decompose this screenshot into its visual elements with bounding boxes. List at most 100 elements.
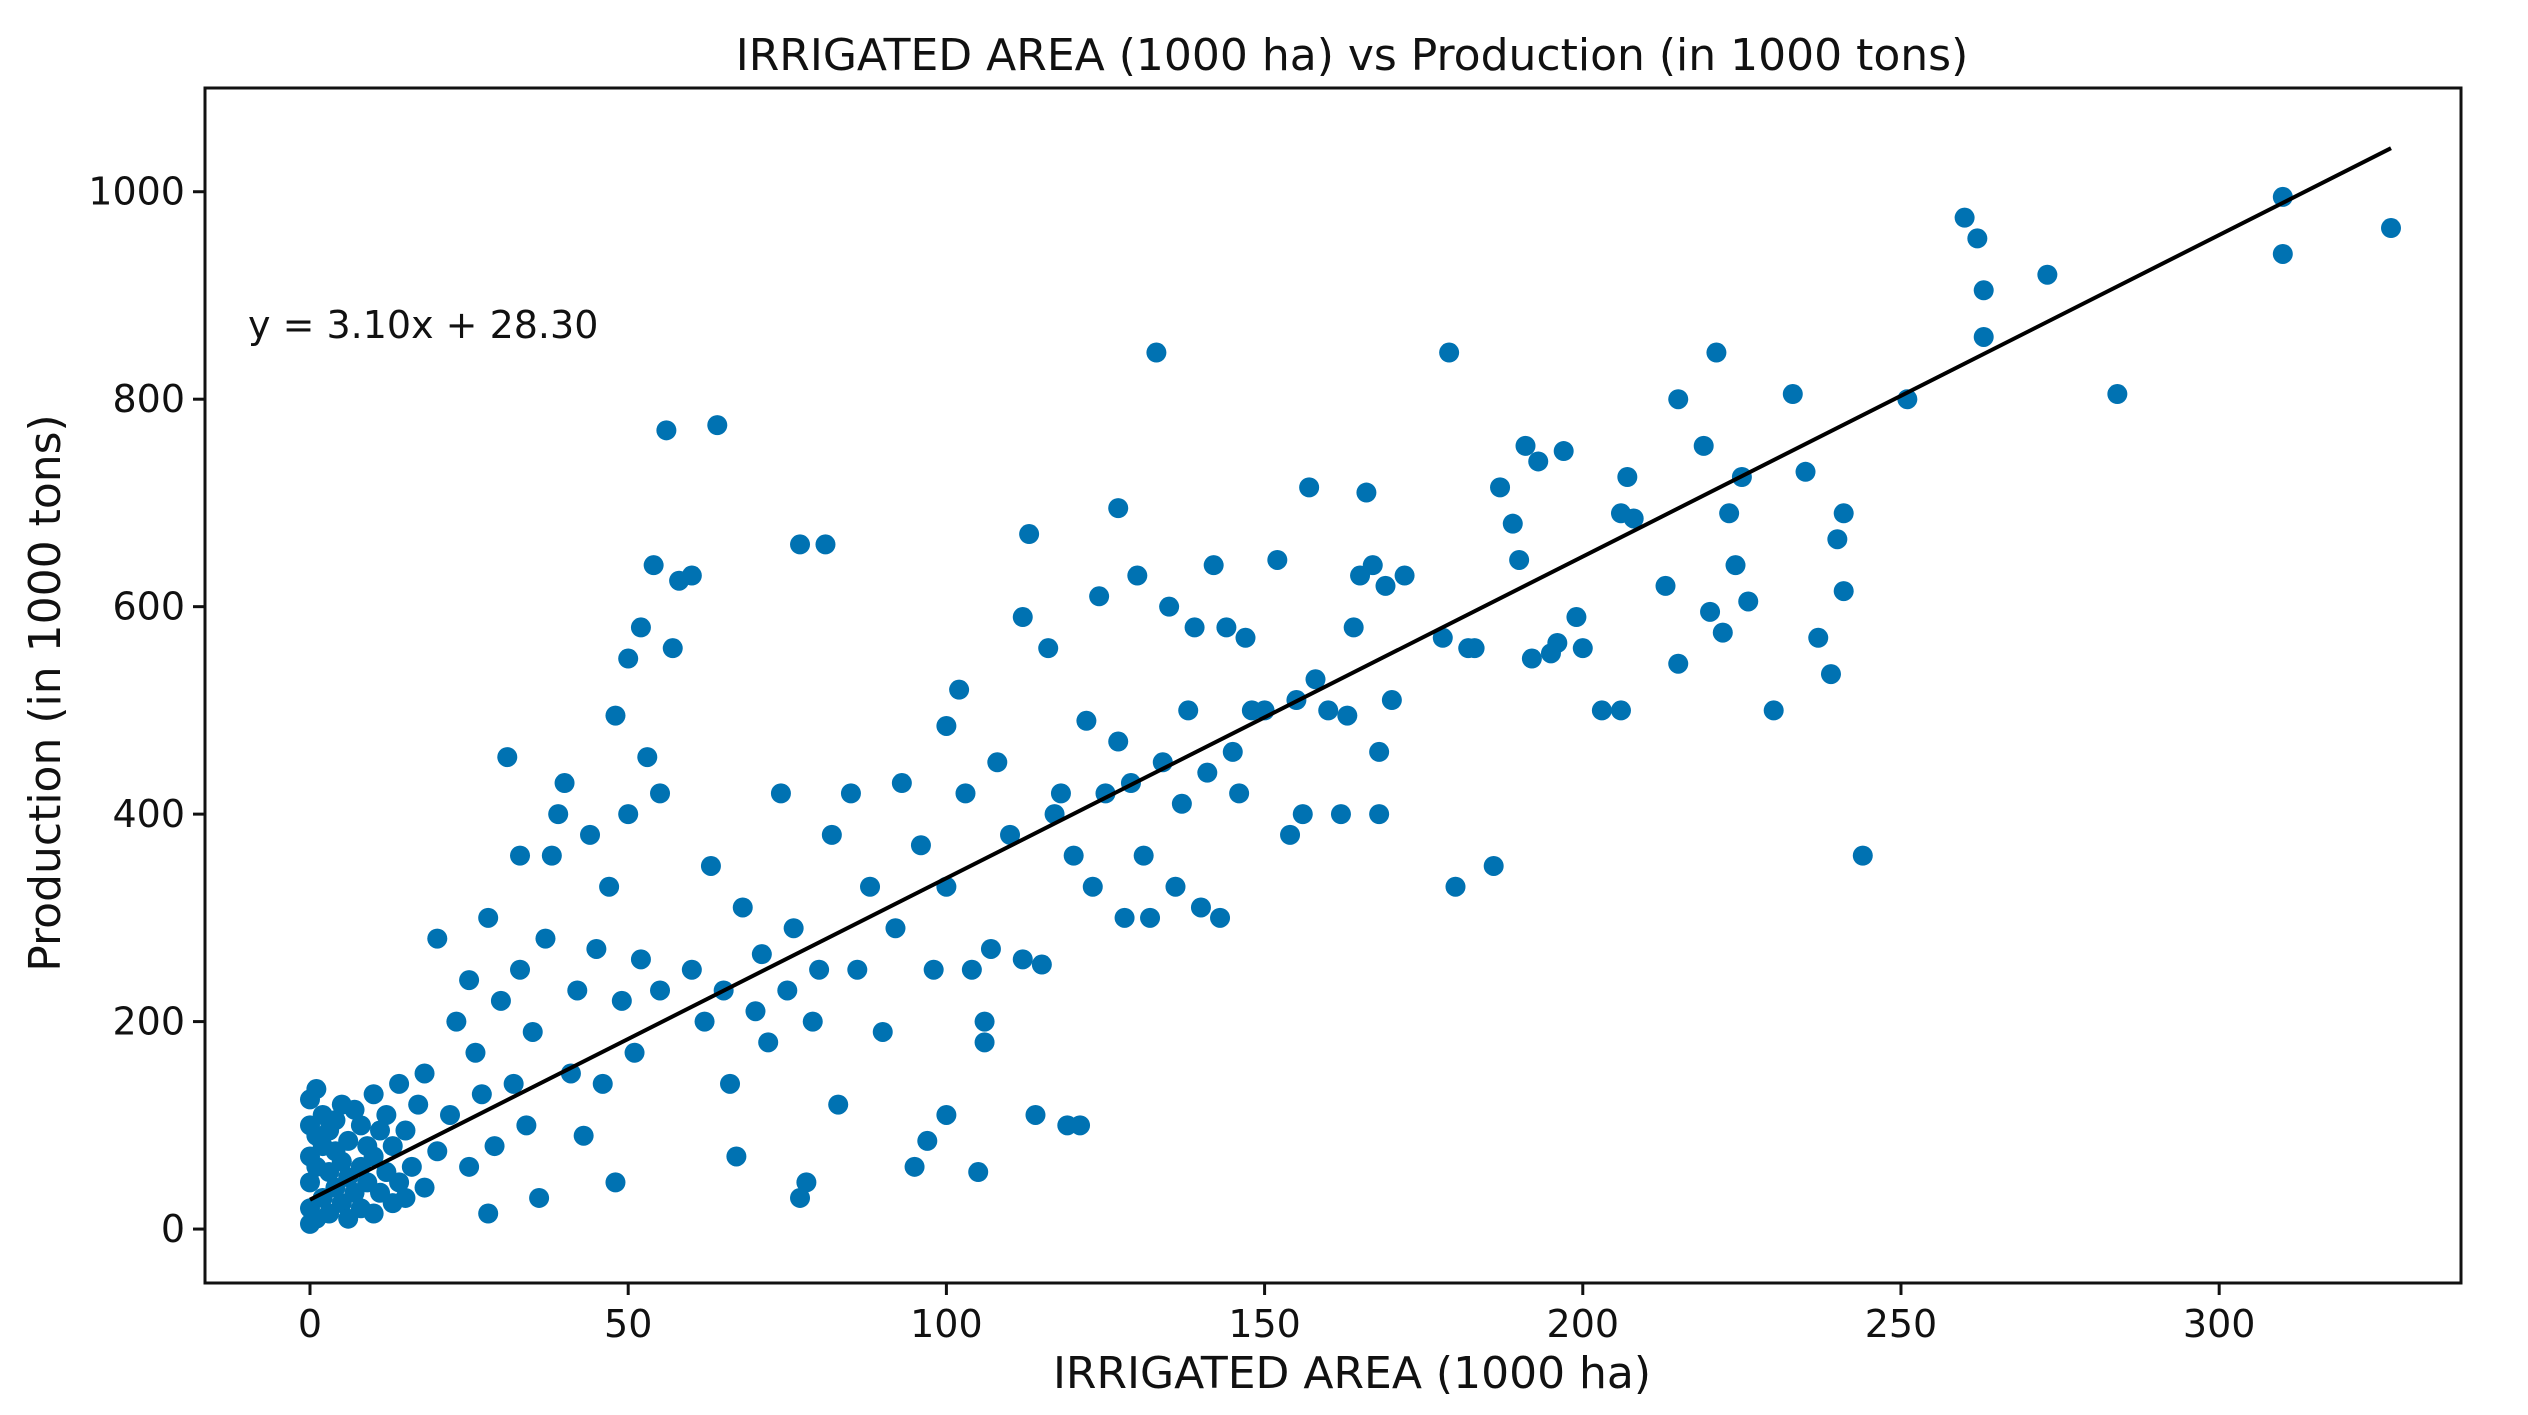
data-point (1127, 565, 1148, 586)
data-point (961, 959, 982, 980)
data-point (1808, 627, 1829, 648)
data-point (363, 1084, 384, 1105)
data-point (707, 415, 728, 436)
data-point (1483, 855, 1504, 876)
data-point (630, 617, 651, 638)
data-point (1738, 591, 1759, 612)
data-point (503, 1073, 524, 1094)
data-point (1178, 700, 1199, 721)
data-point (758, 1032, 779, 1053)
data-point (471, 1084, 492, 1105)
data-point (1222, 741, 1243, 762)
y-tick-label: 0 (161, 1207, 185, 1251)
data-point (522, 1021, 543, 1042)
data-point (1515, 435, 1536, 456)
data-point (1108, 731, 1129, 752)
data-point (1502, 513, 1523, 534)
data-point (974, 1032, 995, 1053)
data-point (828, 1094, 849, 1115)
data-point (554, 773, 575, 794)
data-point (1280, 824, 1301, 845)
data-point (1082, 876, 1103, 897)
data-point (770, 783, 791, 804)
data-point (1025, 1104, 1046, 1125)
data-point (1159, 596, 1180, 617)
data-point (1973, 280, 1994, 301)
data-point (1038, 638, 1059, 659)
data-point (382, 1136, 403, 1157)
data-point (573, 1125, 594, 1146)
data-point (904, 1156, 925, 1177)
data-point (1210, 907, 1231, 928)
data-point (1833, 581, 1854, 602)
data-point (325, 1110, 346, 1131)
data-point (1693, 435, 1714, 456)
data-point (338, 1130, 359, 1151)
x-tick-label: 250 (1865, 1302, 1938, 1346)
data-point (1381, 690, 1402, 711)
data-point (1216, 617, 1237, 638)
data-point (389, 1073, 410, 1094)
data-point (694, 1011, 715, 1032)
data-point (427, 1141, 448, 1162)
data-point (465, 1042, 486, 1063)
data-point (497, 747, 518, 768)
data-point (1337, 705, 1358, 726)
data-point (1197, 762, 1218, 783)
data-point (656, 420, 677, 441)
y-axis-ticks: 0 200 400 600 800 1000 (88, 170, 205, 1251)
regression-equation: y = 3.10x + 28.30 (248, 303, 598, 347)
data-point (955, 783, 976, 804)
data-point (1668, 653, 1689, 674)
x-tick-label: 50 (604, 1302, 652, 1346)
data-point (1394, 565, 1415, 586)
data-point (847, 959, 868, 980)
data-point (624, 1042, 645, 1063)
data-point (1719, 503, 1740, 524)
data-point (790, 1187, 811, 1208)
data-point (1171, 793, 1192, 814)
data-point (548, 804, 569, 825)
data-point (618, 648, 639, 669)
data-point (681, 959, 702, 980)
data-point (1318, 700, 1339, 721)
data-point (2272, 243, 2293, 264)
data-point (395, 1120, 416, 1141)
data-point (440, 1104, 461, 1125)
data-point (917, 1130, 938, 1151)
data-point (1299, 477, 1320, 498)
x-tick-label: 100 (910, 1302, 983, 1346)
data-point (1070, 1115, 1091, 1136)
data-point (414, 1063, 435, 1084)
data-point (618, 804, 639, 825)
data-point (363, 1146, 384, 1167)
data-point (605, 1172, 626, 1193)
plot-frame (203, 86, 2463, 1285)
data-point (936, 715, 957, 736)
data-point (2037, 264, 2058, 285)
data-point (815, 534, 836, 555)
data-point (1012, 607, 1033, 628)
data-point (370, 1120, 391, 1141)
data-point (1369, 804, 1390, 825)
data-point (802, 1011, 823, 1032)
data-point (1343, 617, 1364, 638)
data-point (1063, 845, 1084, 866)
data-point (923, 959, 944, 980)
data-point (427, 928, 448, 949)
x-tick-label: 200 (1547, 1302, 1620, 1346)
data-point (1305, 669, 1326, 690)
data-point (936, 1104, 957, 1125)
data-point (777, 980, 798, 1001)
data-point (1553, 441, 1574, 462)
data-point (1528, 451, 1549, 472)
data-point (860, 876, 881, 897)
data-point (1706, 342, 1727, 363)
data-point (331, 1151, 352, 1172)
data-point (1547, 632, 1568, 653)
data-point (1852, 845, 1873, 866)
data-point (1000, 824, 1021, 845)
data-point (1184, 617, 1205, 638)
data-point (567, 980, 588, 1001)
